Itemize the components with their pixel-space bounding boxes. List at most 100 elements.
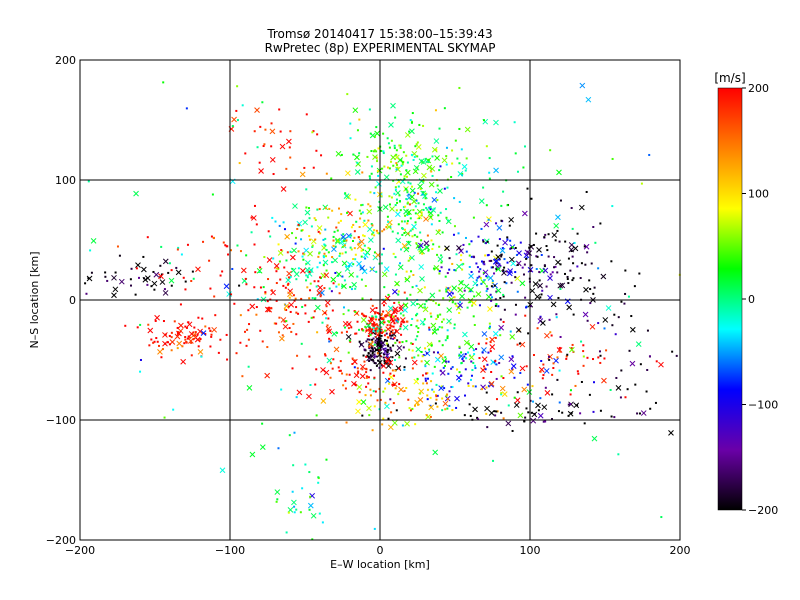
data-point-dot [453,296,456,299]
data-point-dot [423,286,426,289]
data-point-dot [384,401,387,404]
data-point-dot [389,324,392,327]
data-point-dot [377,340,380,343]
data-point-dot [284,308,287,311]
data-point-dot [160,273,163,276]
data-point-dot [155,337,158,340]
data-point-dot [394,315,397,318]
data-point-dot [530,245,533,248]
data-point-dot [535,267,538,270]
data-point-dot [387,382,390,385]
data-point-dot [380,149,383,152]
data-point-cross [394,328,400,335]
data-point-dot [527,332,530,335]
data-point-dot [499,297,502,300]
data-point-cross [487,275,494,281]
data-point-dot [322,255,325,258]
data-point-dot [466,306,469,309]
data-point-dot [470,255,473,258]
data-point-dot [198,339,201,342]
data-point-dot [447,287,450,290]
data-point-cross [111,274,117,281]
data-point-dot [288,434,291,437]
data-point-dot [187,335,190,338]
data-point-dot [369,334,372,337]
data-point-dot [542,374,545,377]
x-tick-label: −100 [215,544,245,557]
data-point-dot [532,400,535,403]
data-point-dot [254,271,257,274]
data-point-dot [325,172,328,175]
data-point-dot [318,252,321,255]
data-point-dot [488,327,491,330]
data-point-dot [458,200,461,203]
data-point-dot [433,365,436,368]
data-point-dot [368,414,371,417]
data-point-dot [401,341,404,344]
data-point-dot [340,153,343,156]
data-point-dot [393,336,396,339]
data-point-cross [454,395,460,402]
data-point-cross [439,369,446,376]
data-point-dot [363,219,366,222]
data-point-dot [150,285,153,288]
data-point-dot [282,284,285,287]
data-point-dot [445,163,448,166]
data-point-dot [383,359,386,362]
data-point-cross [441,157,448,164]
data-point-cross [200,330,207,336]
data-point-dot [371,358,374,361]
data-point-dot [419,392,422,395]
data-point-dot [370,165,373,168]
data-point-dot [363,235,366,238]
data-point-dot [295,396,298,399]
data-point-dot [365,385,368,388]
data-point-dot [574,384,577,387]
data-point-dot [558,240,561,243]
data-point-dot [426,377,429,380]
data-point-dot [485,290,488,293]
data-point-dot [545,285,548,288]
data-point-dot [592,225,595,228]
data-point-dot [170,336,173,339]
data-point-dot [422,382,425,385]
data-point-cross [543,368,550,374]
data-point-cross [472,406,478,413]
data-point-dot [390,411,393,414]
data-point-cross [353,372,360,379]
data-point-dot [594,241,597,244]
data-point-dot [348,339,351,342]
data-point-cross [365,322,372,329]
data-point-dot [599,222,602,225]
data-point-dot [328,287,331,290]
data-point-cross [416,213,423,220]
data-point-dot [486,254,489,257]
data-point-dot [572,313,575,316]
data-point-dot [500,204,503,207]
data-point-dot [593,286,596,289]
data-point-dot [435,148,438,151]
data-point-dot [409,293,412,296]
data-point-dot [139,358,142,361]
data-point-dot [137,276,140,279]
data-point-dot [300,229,303,232]
data-point-dot [407,213,410,216]
data-point-cross [569,346,575,353]
data-point-dot [524,416,527,419]
data-point-dot [406,191,409,194]
data-point-dot [519,371,522,374]
data-point-dot [335,226,338,229]
data-point-dot [373,376,376,379]
data-point-dot [225,333,228,336]
data-point-dot [410,342,413,345]
data-point-dot [580,262,583,265]
data-point-dot [194,331,197,334]
data-point-dot [407,193,410,196]
data-point-dot [425,160,428,163]
data-point-dot [535,232,538,235]
data-point-dot [549,331,552,334]
data-point-dot [136,326,139,329]
data-point-cross [369,307,376,314]
data-point-dot [422,203,425,206]
